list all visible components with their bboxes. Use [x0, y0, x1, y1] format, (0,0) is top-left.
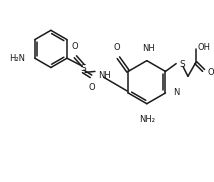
Text: NH₂: NH₂: [139, 115, 155, 124]
Text: S: S: [179, 60, 185, 69]
Text: O: O: [89, 83, 95, 92]
Text: H₂N: H₂N: [9, 54, 25, 63]
Text: O: O: [71, 42, 78, 51]
Text: O: O: [113, 43, 120, 52]
Text: NH: NH: [142, 44, 155, 53]
Text: NH: NH: [98, 71, 111, 80]
Text: OH: OH: [198, 43, 211, 52]
Text: N: N: [173, 88, 180, 97]
Text: S: S: [80, 64, 86, 73]
Text: O: O: [208, 68, 214, 77]
